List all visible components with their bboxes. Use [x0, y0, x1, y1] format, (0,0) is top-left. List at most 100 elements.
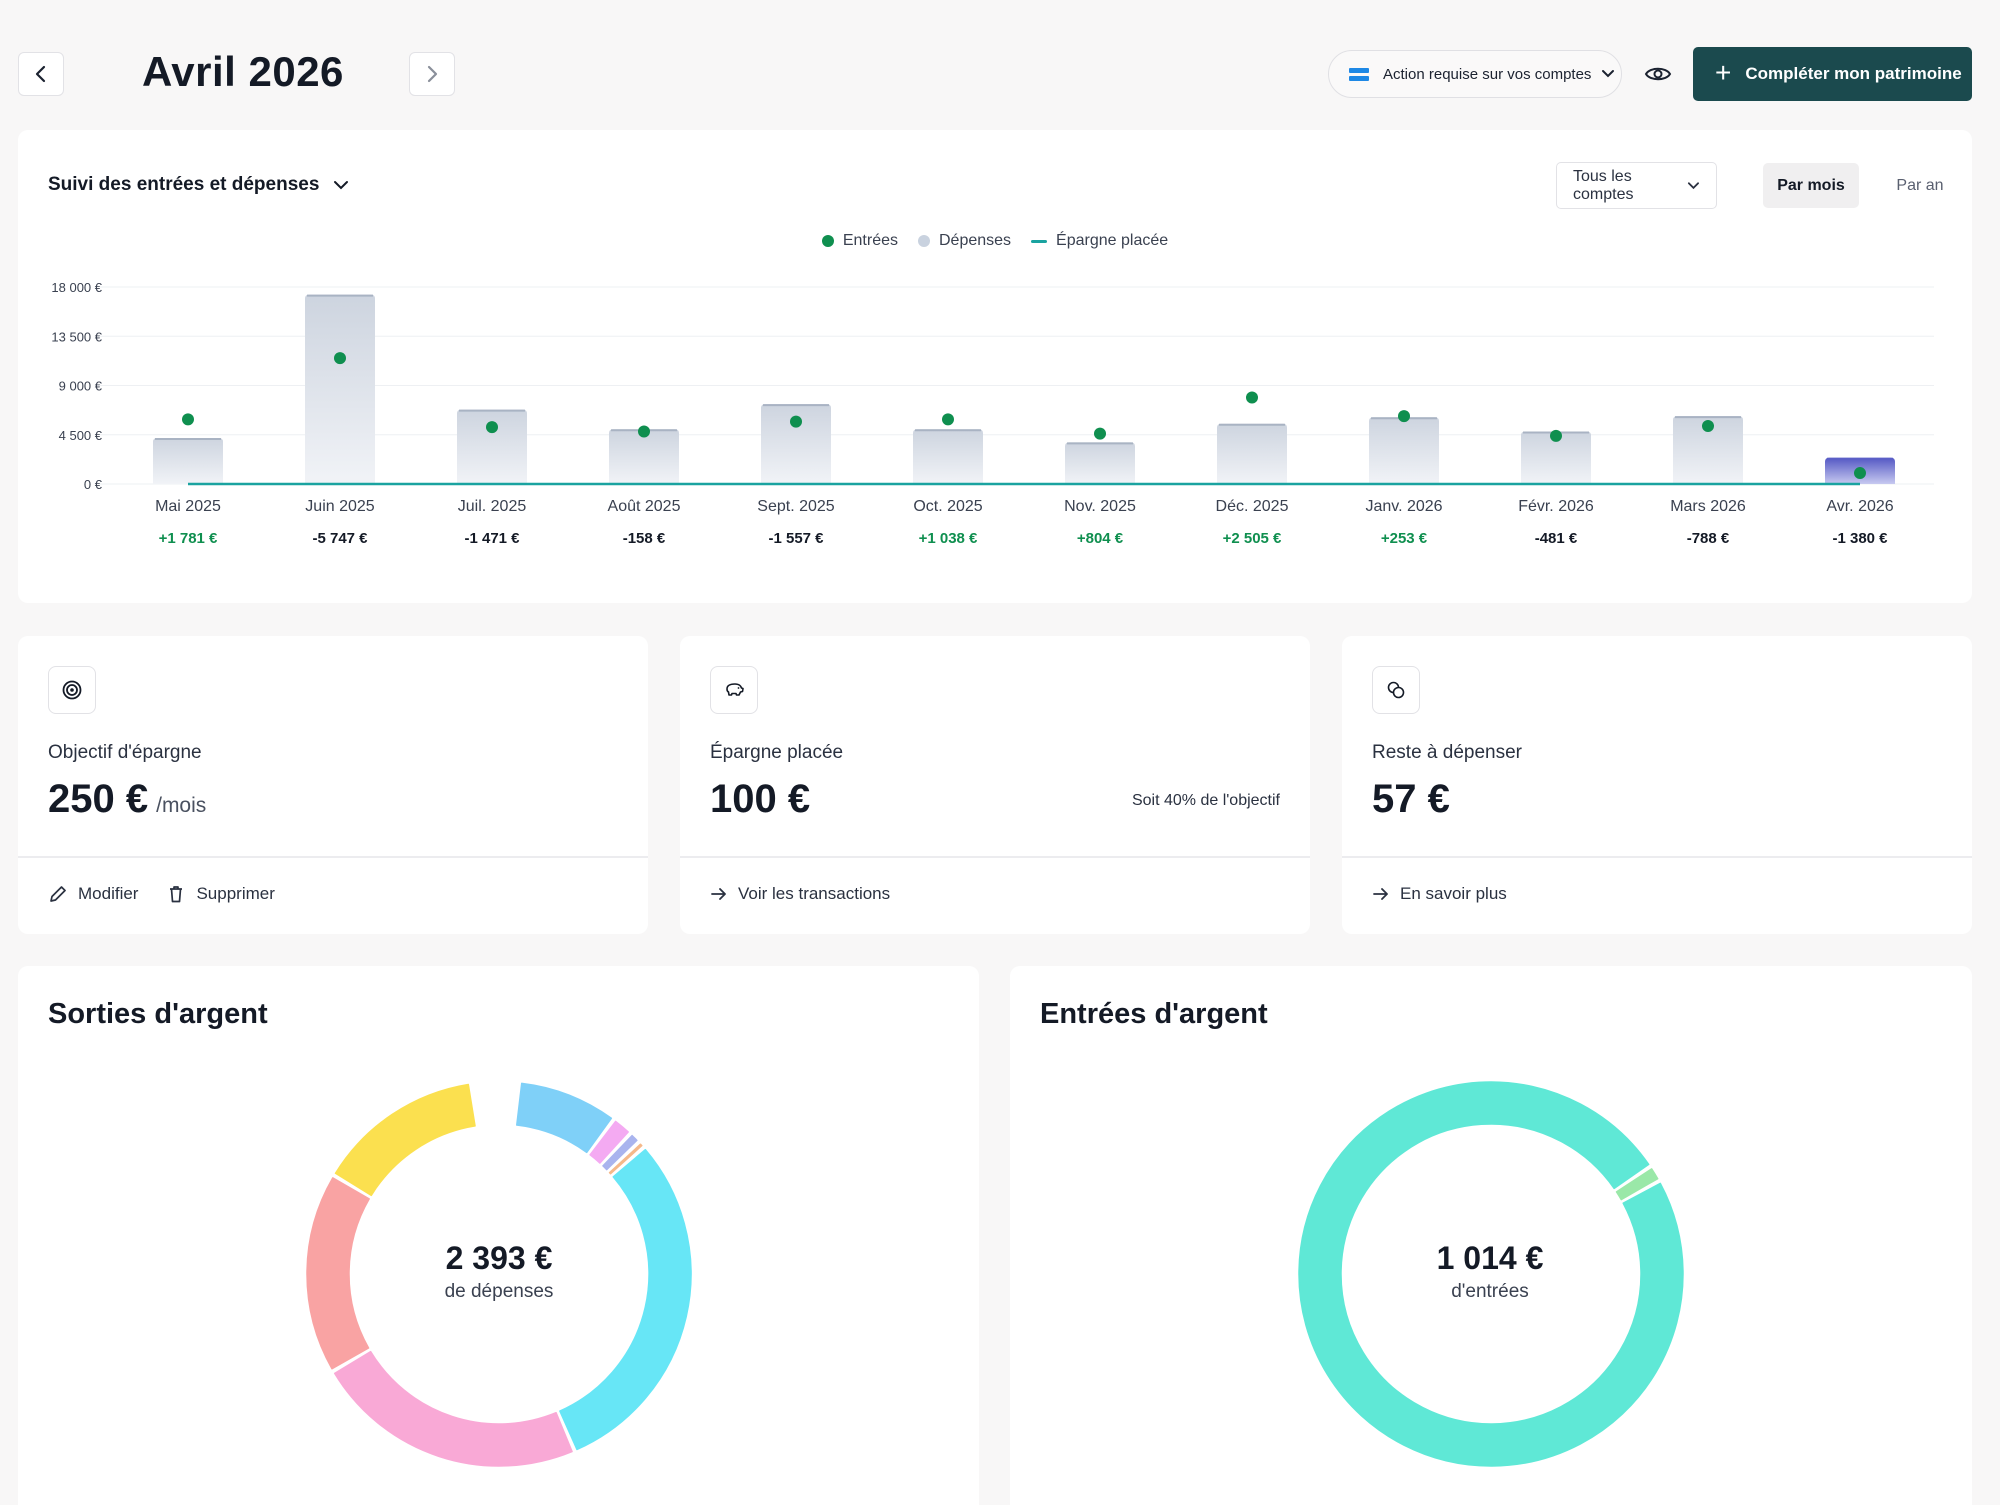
- complete-wealth-button[interactable]: + Compléter mon patrimoine: [1693, 47, 1972, 101]
- savings-goal-value-row: 250 € /mois: [48, 777, 206, 822]
- chevron-down-icon: [334, 181, 349, 190]
- arrow-right-icon: [1373, 888, 1388, 900]
- action-required-label: Action requise sur vos comptes: [1383, 65, 1592, 83]
- view-transactions-label: Voir les transactions: [738, 884, 891, 903]
- legend-label: Entrées: [842, 232, 898, 249]
- eye-icon[interactable]: [1644, 60, 1672, 88]
- outflows-card: Sorties d'argent 2 393 € de dépenses: [18, 966, 979, 1505]
- tracker-title-dropdown[interactable]: Suivi des entrées et dépenses: [48, 174, 349, 196]
- donut-segment: [1615, 1168, 1659, 1201]
- donut-segment: [559, 1148, 692, 1451]
- net-balance-label: -5 747 €: [312, 530, 368, 547]
- expense-bar: [1065, 442, 1135, 484]
- placed-savings-card: Épargne placée 100 € Soit 40% de l'objec…: [680, 636, 1310, 934]
- income-point: [1854, 467, 1866, 480]
- remaining-value-row: 57 €: [1372, 777, 1450, 822]
- income-point: [1702, 419, 1714, 432]
- donut-segment: [608, 1143, 643, 1175]
- income-expense-chart: 0 € 4 500 € 9 000 € 13 500 € 18 000 € Mai 202…: [51, 280, 1934, 547]
- x-tick-label: Juin 2025: [305, 498, 374, 515]
- action-required-dropdown[interactable]: Action requise sur vos comptes: [1328, 50, 1622, 98]
- legend-dot-icon: [918, 235, 930, 247]
- chevron-down-icon: [1602, 70, 1615, 78]
- donut-segment: [333, 1350, 573, 1467]
- inflows-caption: d'entrées: [1451, 1281, 1529, 1302]
- divider: [680, 856, 1310, 858]
- x-tick-label: Mars 2026: [1670, 498, 1746, 515]
- expense-bar: [457, 409, 527, 484]
- x-tick-label: Août 2025: [608, 498, 681, 515]
- remaining-label: Reste à dépenser: [1372, 742, 1522, 763]
- period-year-tab[interactable]: Par an: [1896, 176, 1944, 194]
- view-transactions-link[interactable]: Voir les transactions: [710, 884, 890, 904]
- outflows-donut-chart: [306, 1082, 692, 1467]
- legend-item-savings[interactable]: Épargne placée: [1031, 232, 1168, 250]
- income-point: [1550, 429, 1562, 442]
- x-tick-label: Avr. 2026: [1826, 498, 1893, 515]
- expense-bar: [1673, 416, 1743, 484]
- tracker-title: Suivi des entrées et dépenses: [48, 174, 320, 195]
- net-balance-label: -158 €: [623, 530, 666, 547]
- x-tick-label: Janv. 2026: [1365, 498, 1442, 515]
- net-balance-label: -1 557 €: [768, 530, 824, 547]
- x-tick-label: Déc. 2025: [1216, 498, 1289, 515]
- legend-item-income[interactable]: Entrées: [821, 232, 898, 250]
- delete-goal-button[interactable]: Supprimer: [166, 884, 275, 904]
- inflows-total: 1 014 €: [1436, 1240, 1544, 1276]
- remaining-to-spend-card: Reste à dépenser 57 € En savoir plus: [1342, 636, 1972, 934]
- y-tick-label: 4 500 €: [59, 428, 103, 443]
- divider: [18, 856, 648, 858]
- x-tick-label: Oct. 2025: [913, 498, 982, 515]
- period-month-tab[interactable]: Par mois: [1763, 163, 1859, 208]
- expense-bar: [305, 294, 375, 484]
- income-point: [1094, 427, 1106, 440]
- piggy-bank-icon: [710, 666, 758, 714]
- remaining-value: 57 €: [1372, 777, 1450, 821]
- outflows-center: 2 393 € de dépenses: [349, 1240, 649, 1303]
- income-point: [182, 413, 194, 426]
- x-tick-label: Févr. 2026: [1518, 498, 1594, 515]
- income-point: [638, 425, 650, 438]
- outflows-total: 2 393 €: [445, 1240, 553, 1276]
- edit-goal-button[interactable]: Modifier: [48, 884, 138, 904]
- plus-icon: +: [1715, 56, 1732, 88]
- net-balance-label: +1 781 €: [159, 530, 218, 547]
- inflows-donut-chart: [1298, 1081, 1684, 1467]
- learn-more-link[interactable]: En savoir plus: [1372, 884, 1507, 904]
- coins-icon: [1372, 666, 1420, 714]
- legend-dot-icon: [821, 235, 834, 247]
- inflows-title: Entrées d'argent: [1040, 998, 1268, 1030]
- savings-goal-value: 250 €: [48, 777, 149, 821]
- account-filter-select[interactable]: Tous les comptes: [1556, 162, 1717, 209]
- net-balance-label: +253 €: [1381, 530, 1428, 547]
- donut-segment: [516, 1082, 613, 1154]
- previous-month-button[interactable]: [18, 52, 64, 96]
- x-tick-label: Nov. 2025: [1064, 498, 1136, 515]
- net-balance-label: -1 471 €: [464, 530, 520, 547]
- expense-bar: [1369, 417, 1439, 484]
- donut-segment: [602, 1134, 638, 1171]
- savings-goal-card: Objectif d'épargne 250 € /mois Modifier …: [18, 636, 648, 934]
- legend-line-icon: [1031, 239, 1048, 243]
- y-tick-label: 18 000 €: [51, 280, 102, 295]
- x-tick-label: Mai 2025: [155, 498, 221, 515]
- savings-goal-unit: /mois: [156, 794, 207, 817]
- placed-savings-label: Épargne placée: [710, 742, 844, 763]
- inflows-card: Entrées d'argent 1 014 € d'entrées: [1010, 966, 1972, 1505]
- y-tick-label: 0 €: [84, 477, 103, 492]
- inflows-center: 1 014 € d'entrées: [1340, 1240, 1640, 1303]
- chart-legend: Entrées Dépenses Épargne placée: [18, 232, 1972, 250]
- expense-bar: [761, 404, 831, 484]
- placed-savings-value: 100 €: [710, 777, 811, 821]
- arrow-right-icon: [711, 888, 726, 900]
- savings-goal-label: Objectif d'épargne: [48, 742, 202, 763]
- next-month-button[interactable]: [409, 52, 455, 96]
- income-point: [1246, 391, 1258, 404]
- income-expense-tracker-card: Suivi des entrées et dépenses Tous les c…: [18, 130, 1972, 603]
- bank-card-icon: [1349, 67, 1369, 81]
- x-tick-label: Sept. 2025: [757, 498, 835, 515]
- net-balance-label: -1 380 €: [1832, 530, 1888, 547]
- legend-item-expenses[interactable]: Dépenses: [918, 232, 1011, 250]
- donut-segment: [589, 1120, 629, 1164]
- trash-icon: [170, 886, 183, 903]
